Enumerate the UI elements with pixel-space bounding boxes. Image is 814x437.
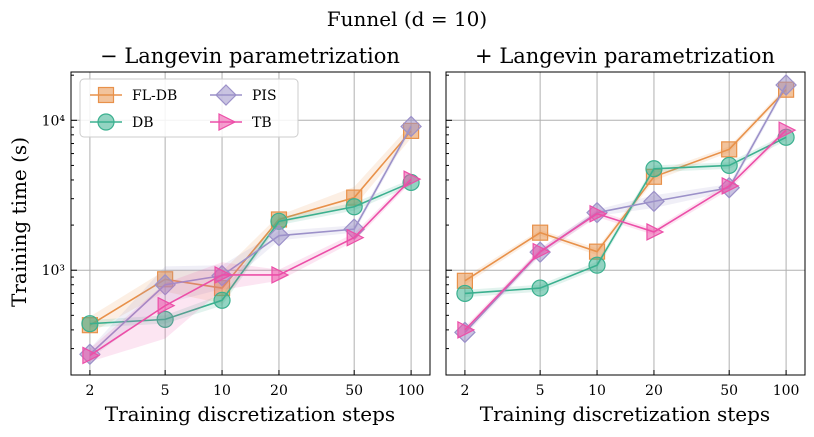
y-axis-label: Training time (s) — [7, 137, 31, 307]
legend-marker — [218, 113, 237, 131]
series-tb — [457, 121, 797, 339]
legend-marker — [215, 84, 237, 106]
data-point — [456, 284, 474, 303]
x-tick-label: 20 — [270, 383, 288, 399]
x-tick-label: 5 — [161, 383, 170, 399]
legend-item-pis: PIS — [210, 84, 277, 106]
data-point — [268, 224, 290, 247]
data-point — [154, 273, 176, 296]
data-point — [532, 224, 549, 241]
left-x-axis-label: Training discretization steps — [105, 402, 395, 426]
data-point — [81, 315, 99, 333]
data-point — [588, 256, 606, 274]
series-line — [464, 129, 787, 331]
series-pis — [454, 74, 797, 344]
legend-marker — [97, 86, 115, 104]
legend-label: TB — [252, 115, 272, 131]
legend-label: FL-DB — [132, 88, 177, 104]
x-tick-label: 10 — [588, 383, 606, 399]
data-point — [403, 170, 422, 189]
series-line — [89, 181, 412, 325]
x-tick-label: 50 — [345, 383, 363, 399]
data-point — [646, 222, 665, 241]
figure-suptitle: Funnel (d = 10) — [327, 7, 487, 31]
confidence-band — [89, 176, 412, 362]
data-point — [271, 265, 290, 284]
data-point — [531, 279, 549, 297]
data-point — [778, 121, 797, 140]
right-plot-area: 2 5 10 20 50 100 — [445, 71, 806, 399]
legend: FL-DB DB PIS TB — [79, 78, 299, 138]
left-panel: − Langevin parametrization 10³ 10⁴ 2 5 10 20 5… — [7, 44, 431, 426]
right-x-axis-label: Training discretization steps — [480, 402, 770, 426]
series-line — [89, 126, 412, 355]
data-point — [157, 296, 176, 315]
legend-item-tb: TB — [210, 113, 272, 131]
data-point — [400, 115, 422, 138]
legend-label: PIS — [252, 88, 277, 104]
data-point — [82, 346, 101, 365]
data-point — [721, 176, 740, 195]
data-point — [589, 204, 608, 223]
series-db — [81, 173, 420, 333]
confidence-band — [89, 122, 412, 360]
series-pis — [79, 115, 422, 366]
data-point — [532, 242, 551, 261]
right-panel: + Langevin parametrization 2 5 10 20 50 100 T… — [445, 44, 806, 426]
x-tick-label: 5 — [536, 383, 545, 399]
data-point — [346, 228, 365, 247]
data-point — [214, 265, 233, 284]
x-tick-label: 10 — [213, 383, 231, 399]
data-point — [213, 291, 231, 309]
legend-label: DB — [132, 115, 154, 131]
x-tick-label: 2 — [85, 383, 94, 399]
legend-item-db: DB — [90, 113, 154, 131]
x-tick-label: 20 — [645, 383, 663, 399]
y-tick-label: 10⁴ — [42, 113, 66, 129]
y-tick-label: 10³ — [42, 263, 65, 279]
x-tick-label: 50 — [720, 383, 738, 399]
axes-frame — [445, 71, 806, 376]
series-tb — [82, 170, 422, 365]
data-point — [643, 190, 665, 213]
data-point — [345, 198, 363, 216]
x-tick-label: 2 — [460, 383, 469, 399]
data-point — [775, 74, 797, 96]
left-panel-title: − Langevin parametrization — [100, 44, 400, 68]
confidence-band — [464, 81, 787, 336]
series-line — [464, 89, 787, 282]
series-fl-db — [456, 81, 795, 289]
legend-box — [79, 78, 299, 138]
legend-item-fl-db: FL-DB — [90, 86, 177, 104]
axes-frame — [70, 71, 431, 376]
series-line — [464, 136, 787, 295]
legend-marker — [97, 113, 115, 131]
confidence-band — [89, 179, 412, 328]
right-panel-title: + Langevin parametrization — [475, 44, 775, 68]
data-point — [645, 160, 663, 178]
data-point — [720, 156, 738, 175]
x-tick-label: 100 — [773, 383, 800, 399]
series-line — [89, 178, 412, 357]
series-db — [456, 128, 795, 303]
data-point — [156, 310, 174, 328]
x-tick-label: 100 — [398, 383, 425, 399]
data-point — [457, 320, 476, 339]
series-line — [89, 130, 412, 326]
data-point — [721, 141, 738, 158]
